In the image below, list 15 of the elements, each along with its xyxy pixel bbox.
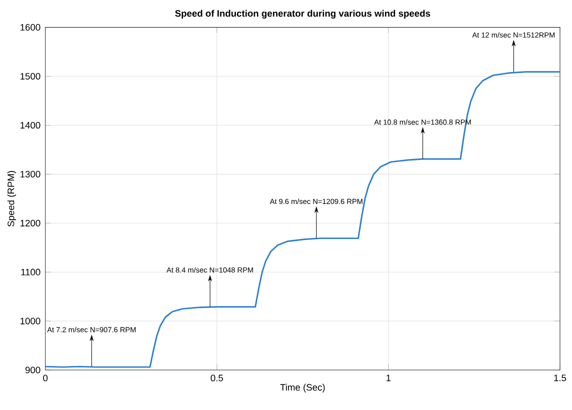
y-axis-title: Speed (RPM) [7,170,16,227]
y-tick-label: 1100 [21,268,40,276]
x-tick-label: 0.5 [210,374,223,382]
x-tick-label: 1.5 [554,374,566,382]
x-axis-title: Time (Sec) [280,384,325,392]
y-tick-label: 1000 [20,318,40,324]
y-tick-label: 900 [25,366,40,374]
y-tick-label: 1500 [20,72,40,80]
y-tick-label: 1200 [20,220,40,226]
y-tick-label: 1300 [20,170,40,178]
x-tick-label: 1 [386,374,391,382]
chart-title: Speed of Induction generator during various wind speeds [175,10,430,19]
y-tick-label: 1600 [20,24,40,31]
x-tick-label: 0 [43,374,48,382]
y-tick-label: 1400 [20,122,40,129]
